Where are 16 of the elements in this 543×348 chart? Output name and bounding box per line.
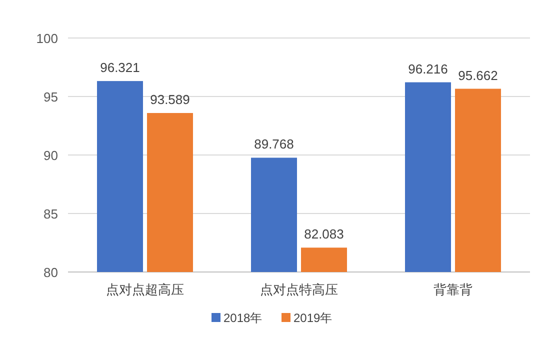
data-label: 82.083 <box>304 226 344 242</box>
x-tick-label: 点对点特高压 <box>260 282 338 297</box>
data-label: 89.768 <box>254 136 294 152</box>
y-tick-label: 95 <box>44 90 58 104</box>
data-label: 93.589 <box>150 92 190 108</box>
legend-label: 2019年 <box>294 311 332 325</box>
data-label: 95.662 <box>458 68 498 83</box>
legend-label: 2018年 <box>224 311 262 325</box>
y-tick-label: 80 <box>44 265 58 280</box>
y-tick-label: 90 <box>44 148 58 163</box>
y-tick-label: 85 <box>44 206 58 222</box>
data-label: 96.321 <box>100 60 140 76</box>
data-label: 96.216 <box>408 61 448 76</box>
x-tick-label: 背靠背 <box>434 282 472 297</box>
x-tick-label: 点对点超高压 <box>106 282 184 297</box>
y-tick-label: 100 <box>36 31 58 46</box>
